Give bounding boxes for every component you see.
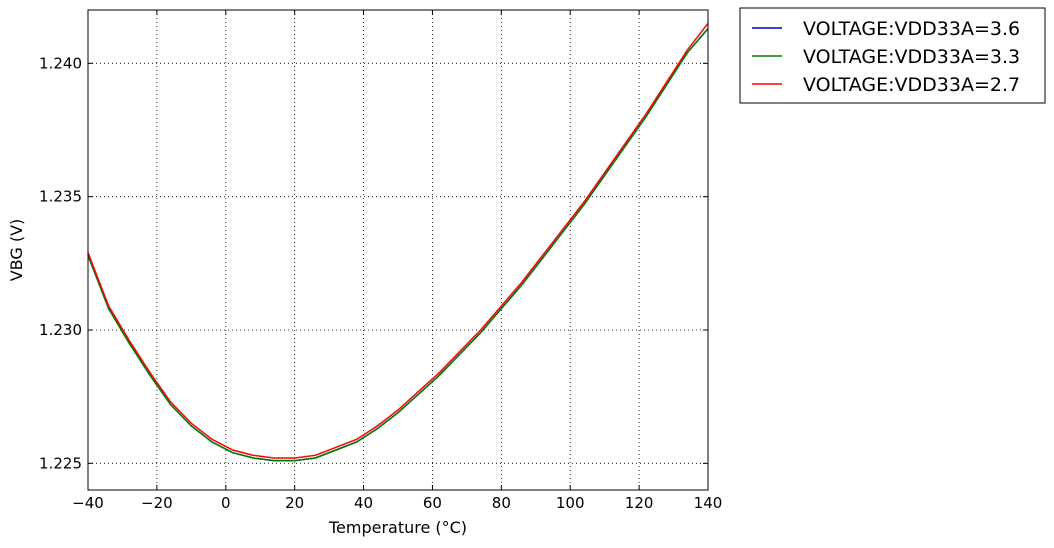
series-lines bbox=[87, 22, 709, 462]
legend-label-1: VOLTAGE:VDD33A=3.3 bbox=[803, 46, 1020, 68]
series-line-0 bbox=[87, 28, 709, 462]
y-axis-label: VBG (V) bbox=[7, 219, 26, 282]
legend-entry: VOLTAGE:VDD33A=3.3 bbox=[752, 46, 1020, 68]
legend-entry: VOLTAGE:VDD33A=2.7 bbox=[752, 74, 1020, 96]
plot-area-frame bbox=[87, 9, 709, 491]
series-line-1 bbox=[87, 28, 709, 462]
x-tick-label: 120 bbox=[625, 494, 654, 512]
series-line-2 bbox=[87, 22, 709, 459]
grid bbox=[87, 10, 709, 490]
x-tick-label: −40 bbox=[72, 494, 104, 512]
x-tick-label: 100 bbox=[556, 494, 585, 512]
y-tick-label: 1.240 bbox=[39, 54, 82, 72]
legend: VOLTAGE:VDD33A=3.6 VOLTAGE:VDD33A=3.3 VO… bbox=[739, 7, 1046, 104]
legend-box bbox=[739, 7, 1046, 104]
x-tick-label: 40 bbox=[354, 494, 373, 512]
x-tick-label: 140 bbox=[694, 494, 723, 512]
legend-entry: VOLTAGE:VDD33A=3.6 bbox=[752, 18, 1020, 40]
x-axis-label: Temperature (°C) bbox=[328, 518, 467, 537]
y-tick-label: 1.225 bbox=[39, 454, 82, 472]
y-tick-label: 1.230 bbox=[39, 321, 82, 339]
x-tick-label: 60 bbox=[423, 494, 442, 512]
x-tick-label: −20 bbox=[141, 494, 173, 512]
y-tick-label: 1.235 bbox=[39, 188, 82, 206]
x-tick-label: 80 bbox=[492, 494, 511, 512]
legend-label-2: VOLTAGE:VDD33A=2.7 bbox=[803, 74, 1020, 96]
legend-label-0: VOLTAGE:VDD33A=3.6 bbox=[803, 18, 1020, 40]
x-tick-label: 0 bbox=[221, 494, 231, 512]
x-tick-label: 20 bbox=[285, 494, 304, 512]
axis-ticks: −40 −20 0 20 40 60 80 100 120 140 1.225 1.230 1.235 1… bbox=[39, 10, 722, 512]
